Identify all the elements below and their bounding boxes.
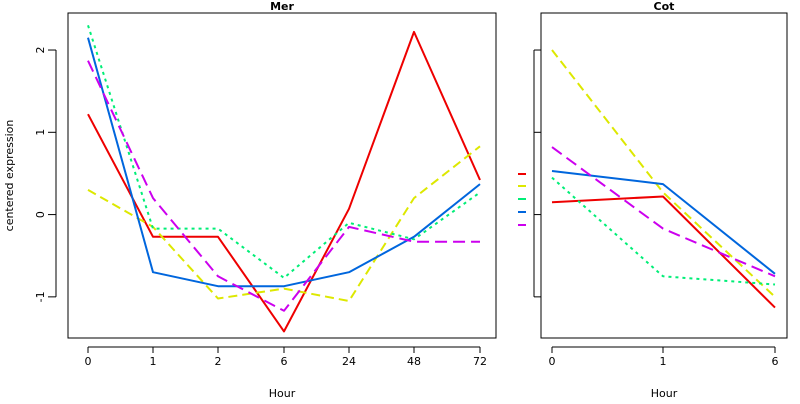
panel-title: Mer (270, 0, 294, 13)
series-line (87, 37, 481, 288)
x-axis-label: Hour (269, 387, 296, 400)
y-tick-label: 2 (34, 47, 47, 54)
series-line (551, 195, 776, 309)
series-line (87, 30, 481, 333)
x-tick-label: 6 (281, 355, 288, 368)
panel-title: Cot (654, 0, 675, 13)
x-tick-label: 6 (772, 355, 779, 368)
plot-frame (67, 12, 497, 339)
x-tick-label: 1 (660, 355, 667, 368)
y-tick-label: 1 (34, 129, 47, 136)
x-tick-label: 1 (150, 355, 157, 368)
series-line (551, 146, 776, 278)
y-tick-label: 0 (34, 211, 47, 218)
x-axis-label: Hour (651, 387, 678, 400)
series-line (87, 60, 480, 312)
x-tick-label: 2 (215, 355, 222, 368)
x-tick-label: 0 (85, 355, 92, 368)
x-tick-label: 48 (407, 355, 421, 368)
series-line (551, 176, 776, 286)
series-line (551, 49, 776, 298)
series-line (87, 24, 481, 279)
y-tick-label: -1 (34, 291, 47, 302)
x-tick-label: 72 (473, 355, 487, 368)
series-line (551, 170, 776, 275)
x-tick-label: 24 (342, 355, 356, 368)
x-tick-label: 0 (549, 355, 556, 368)
y-axis-label: centered expression (3, 120, 16, 232)
plot-frame (540, 12, 788, 339)
